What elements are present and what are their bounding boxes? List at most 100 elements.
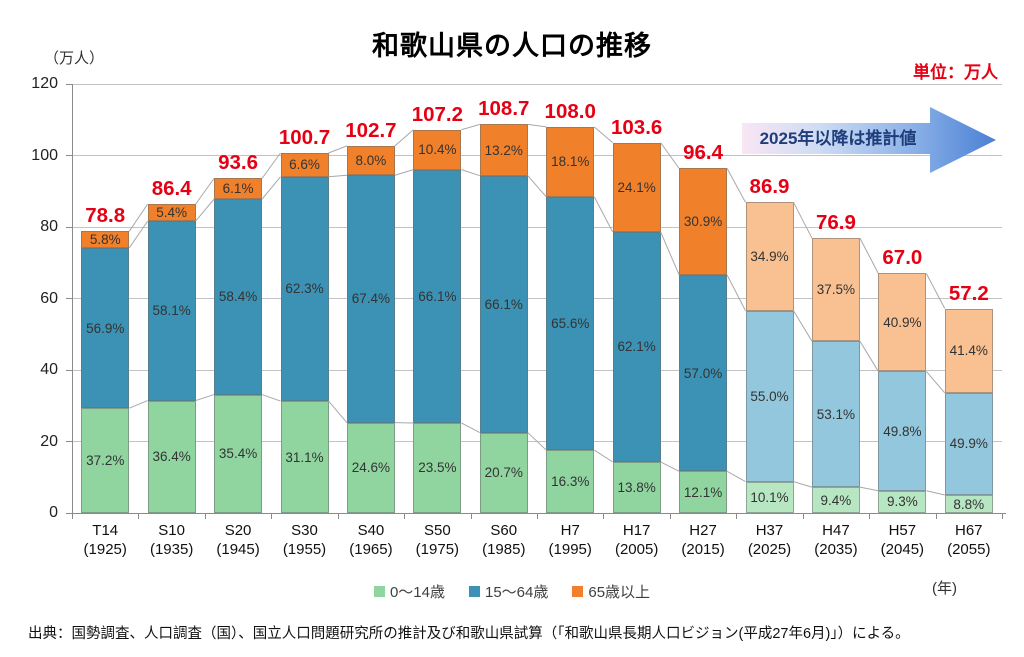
total-value-label: 103.6 [610, 115, 663, 139]
total-value-label: 102.7 [345, 118, 397, 142]
gridline [72, 441, 1002, 442]
bar-segment-age-0-14 [280, 401, 329, 513]
bar-segment-age-0-14 [878, 490, 927, 513]
x-axis-category-label: H37 (2025) [747, 522, 792, 558]
bar-segment-age-65plus [214, 178, 263, 200]
segment-pct-label: 35.4% [218, 446, 258, 462]
x-axis-tick [603, 513, 605, 519]
source-note: 出典：国勢調査、人口調査（国）、国立人口問題研究所の推計及び和歌山県試算（「和歌… [28, 626, 910, 642]
x-axis-tick [204, 513, 206, 519]
y-axis-label: 60 [40, 289, 58, 307]
y-axis-label: 40 [40, 361, 58, 378]
segment-pct-label: 67.4% [351, 291, 391, 307]
legend-swatch-green [373, 586, 385, 597]
bar-segment-age-65plus [612, 142, 661, 232]
segment-pct-label: 5.4% [156, 205, 188, 221]
projection-arrow-icon [742, 107, 996, 173]
bar-segment-age-0-14 [811, 487, 860, 513]
segment-pct-label: 37.5% [816, 282, 856, 298]
segment-pct-label: 13.2% [484, 142, 523, 158]
gridline [72, 226, 1002, 228]
y-axis-tick [66, 298, 72, 299]
x-axis-tick [802, 513, 804, 519]
segment-pct-label: 8.0% [355, 153, 387, 169]
segment-pct-label: 23.5% [418, 460, 457, 476]
segment-pct-label: 65.6% [551, 315, 590, 331]
bar-segment-age-15-64 [479, 175, 528, 433]
x-axis-category-label: S30 (1955) [282, 522, 327, 558]
bar-segment-age-0-14 [479, 432, 528, 513]
unit-note: 単位：万人 [913, 63, 998, 82]
bar-segment-age-65plus [81, 231, 130, 248]
gridline [72, 369, 1002, 371]
segment-pct-label: 24.6% [351, 460, 391, 476]
chart-title: 和歌山県の人口の推移 [372, 31, 652, 61]
bar-segment-age-65plus [546, 126, 595, 197]
total-value-label: 67.0 [882, 246, 923, 270]
bar-segment-age-15-64 [612, 231, 661, 462]
total-value-label: 57.2 [948, 281, 989, 305]
segment-pct-label: 49.8% [883, 423, 922, 439]
bar-segment-age-0-14 [944, 495, 993, 513]
segment-pct-label: 12.1% [683, 484, 723, 500]
bar-segment-age-15-64 [546, 196, 595, 451]
segment-pct-label: 62.1% [617, 339, 656, 355]
gridline [72, 155, 1002, 156]
bar-segment-age-0-14 [679, 471, 728, 513]
segment-pct-label: 37.2% [86, 453, 125, 469]
bar-segment-age-15-64 [745, 310, 794, 482]
x-axis-unit-label: (年) [932, 580, 957, 597]
x-axis-category-label: H47 (2035) [814, 522, 858, 558]
legend-swatch-orange [572, 586, 584, 597]
x-axis-tick [404, 513, 406, 519]
segment-pct-label: 5.8% [89, 232, 121, 248]
segment-pct-label: 66.1% [484, 296, 523, 312]
bar-segment-age-65plus [479, 124, 528, 176]
bar-segment-age-0-14 [214, 394, 263, 513]
segment-pct-label: 6.6% [289, 157, 320, 173]
bar-segment-age-15-64 [147, 221, 196, 401]
legend-label: 15〜64歳 [484, 584, 549, 601]
bar-segment-age-0-14 [546, 450, 595, 513]
bar-segment-age-65plus [147, 204, 196, 222]
y-axis-tick [66, 369, 72, 371]
x-axis-category-label: H7 (1995) [548, 522, 592, 558]
x-axis-category-label: S40 (1965) [349, 522, 393, 558]
segment-pct-label: 18.1% [551, 154, 590, 170]
y-axis-label: 0 [49, 504, 58, 521]
bar-segment-age-65plus [745, 202, 794, 311]
legend-label: 0〜14歳 [389, 584, 445, 601]
x-axis-tick [537, 513, 538, 519]
segment-pct-label: 24.1% [617, 179, 656, 195]
x-axis-tick [337, 513, 339, 519]
y-axis-label: 120 [31, 75, 58, 92]
bar-segment-age-0-14 [346, 422, 395, 513]
bar-segment-age-15-64 [280, 176, 329, 402]
segment-pct-label: 34.9% [750, 249, 789, 265]
y-axis-tick [66, 226, 72, 228]
y-axis-tick [66, 155, 72, 156]
total-value-label: 107.2 [411, 102, 463, 126]
bar-segment-age-0-14 [745, 481, 794, 513]
y-axis-unit-label: （万人） [44, 50, 105, 67]
segment-pct-label: 31.1% [285, 449, 324, 465]
x-axis-category-label: H67 (2055) [947, 522, 991, 558]
total-value-label: 78.8 [85, 204, 126, 228]
bar-segment-age-15-64 [214, 199, 263, 395]
x-axis-category-label: H57 (2045) [880, 522, 925, 558]
x-axis-tick [138, 513, 140, 519]
x-axis-tick [1002, 513, 1003, 519]
y-axis [72, 84, 73, 513]
total-value-label: 86.9 [749, 175, 790, 199]
x-axis-tick [869, 513, 871, 519]
segment-pct-label: 30.9% [683, 214, 723, 230]
bar-segment-age-0-14 [413, 422, 462, 513]
total-value-label: 108.7 [478, 97, 530, 121]
segment-pct-label: 41.4% [949, 343, 988, 359]
segment-pct-label: 6.1% [222, 181, 254, 197]
total-value-label: 86.4 [151, 177, 192, 201]
y-axis-label: 80 [40, 218, 58, 235]
y-axis-label: 20 [40, 432, 58, 450]
x-axis-category-label: H27 (2015) [681, 522, 725, 558]
segment-pct-label: 13.8% [617, 479, 656, 495]
